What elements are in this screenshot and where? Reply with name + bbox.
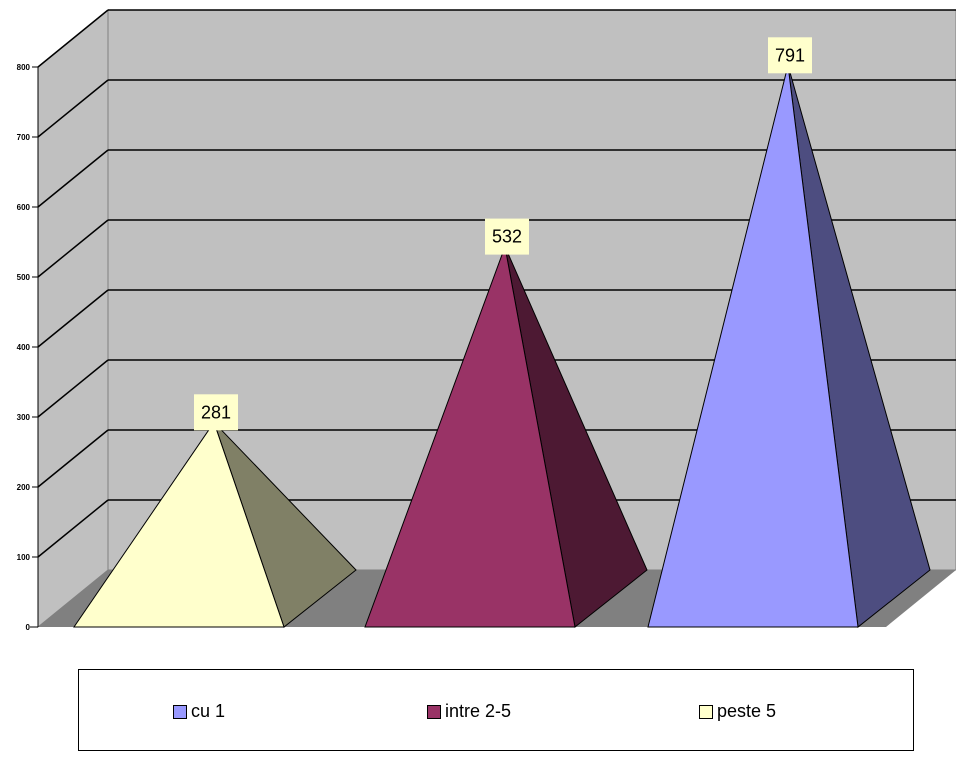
pyramid-front-intre-2-5 [364,244,576,628]
legend-item-intre-2-5: intre 2-5 [427,701,511,722]
legend-label-cu-1: cu 1 [191,701,226,721]
pyramid-front-cu-1 [647,65,859,628]
gridline-side [37,289,109,348]
legend: cu 1 intre 2-5 peste 5 [78,669,914,751]
gridline-side [37,359,109,418]
legend-item-peste-5: peste 5 [699,701,776,722]
legend-item-cu-1: cu 1 [173,701,225,722]
legend-swatch-intre-2-5 [427,704,441,719]
gridline-side [37,9,109,68]
gridline-side [37,79,109,138]
data-label-bg-peste-5 [194,394,238,431]
legend-swatch-peste-5 [699,704,713,719]
gridline-side [37,499,109,558]
y-tick-label: 500 [17,273,31,282]
legend-label-intre-2-5: intre 2-5 [445,701,512,721]
data-label-intre-2-5: 532 [492,227,522,247]
y-tick-label: 0 [26,623,31,632]
legend-label-peste-5: peste 5 [717,701,777,721]
data-label-cu-1: 791 [775,45,805,65]
y-tick-label: 300 [17,413,31,422]
legend-swatch-cu-1 [173,704,187,719]
y-tick-label: 800 [17,63,31,72]
gridline-side [37,219,109,278]
y-tick-label: 700 [17,133,31,142]
y-tick-label: 200 [17,483,31,492]
gridline-side [37,149,109,208]
y-tick-label: 100 [17,553,31,562]
y-tick-label: 600 [17,203,31,212]
data-label-bg-intre-2-5 [485,218,529,255]
gridline-side [37,429,109,488]
data-label-bg-cu-1 [768,37,812,74]
pyramid-front-peste-5 [73,421,285,628]
y-tick-label: 400 [17,343,31,352]
data-label-peste-5: 281 [201,402,231,422]
